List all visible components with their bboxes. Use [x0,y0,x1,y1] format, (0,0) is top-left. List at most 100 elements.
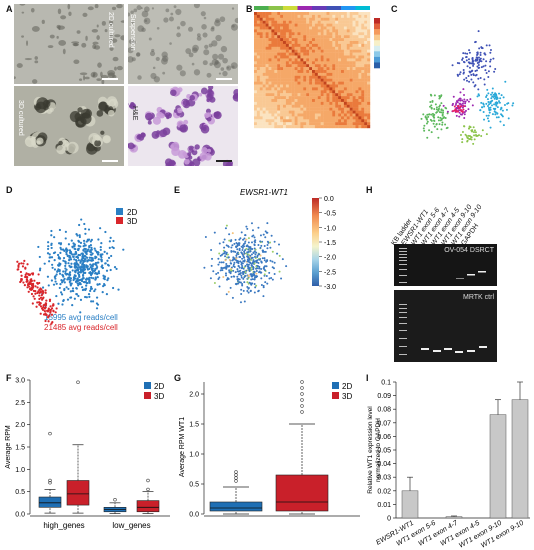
cell-point [472,73,475,76]
box [275,474,329,512]
heatmap-cell [285,14,289,18]
cell-point-2d [75,266,78,269]
heatmap-cell [317,29,321,33]
heatmap-cell [323,35,327,39]
cell-point-2d [46,252,50,255]
he-stain-blob [213,111,222,120]
y-tick-label: 0.5 [189,482,199,489]
cell-point [246,255,249,258]
heatmap-cell [358,32,362,36]
heatmap-cell [367,17,371,21]
heatmap-cell [367,64,371,68]
spheroid-blob [98,101,108,111]
heatmap-cell [300,26,304,30]
heatmap-cell [364,84,368,88]
heatmap-cell [268,122,272,126]
cell-point-2d [73,274,76,277]
cell-point [472,142,475,145]
heatmap-cell [294,26,298,30]
legend-swatch [144,392,151,399]
heatmap-cell [277,87,281,91]
heatmap-cell [297,67,301,71]
heatmap-cell [274,64,278,68]
heatmap-cell [323,96,327,100]
heatmap-cell [309,70,313,74]
heatmap-cell [291,46,295,50]
heatmap-cell [283,101,287,105]
heatmap-cell [346,93,350,97]
heatmap-cell [361,119,365,123]
cell-point [236,270,239,273]
heatmap-cell [300,64,304,68]
heatmap-cell [343,81,347,85]
heatmap-cell [349,104,353,108]
cell-blob [79,72,88,76]
he-stain-blob [128,102,129,106]
heatmap-cell [262,84,266,88]
cell-point-2d [113,266,117,269]
heatmap-cell [283,52,287,56]
cell-point [461,141,464,144]
heatmap-cell [312,81,316,85]
heatmap-cell [283,35,287,39]
heatmap-cell [280,116,284,120]
heatmap-cell [338,29,342,33]
heatmap-cell [355,78,359,82]
cell-point-2d [85,251,88,254]
cell-point [468,66,471,69]
cell-point [223,250,226,253]
cell-point-2d [104,230,107,234]
cell-point-2d [82,263,85,267]
heatmap-cell [256,101,260,105]
cell-point [238,266,241,269]
cell-point [271,266,274,269]
heatmap-cell [268,96,272,100]
cell-point [221,267,224,270]
cell-point [248,261,251,264]
heatmap-cell [326,119,330,123]
heatmap-cell [323,87,327,91]
heatmap-cell [358,113,362,117]
colorbar-tick-label: -2.0 [324,255,336,262]
heatmap-cell [317,104,321,108]
heatmap-cell [343,116,347,120]
heatmap-cell [346,90,350,94]
heatmap-cell [294,55,298,59]
cell-point-2d [84,227,87,231]
heatmap-cell [355,12,359,16]
cell-blob [196,36,202,41]
cell-point-2d [67,243,71,246]
cell-point-2d [51,266,54,269]
heatmap-cell [303,70,307,74]
heatmap-cell [297,29,301,33]
heatmap-cell [352,32,356,36]
heatmap-cell [349,107,353,111]
heatmap-cell [317,78,321,82]
he-stain-blob [151,131,160,139]
heatmap-cell [288,46,292,50]
heatmap-cell [329,49,333,53]
heatmap-cell [355,49,359,53]
heatmap-cell [309,125,313,129]
heatmap-cell [285,90,289,94]
heatmap-cell [294,78,298,82]
heatmap-cell [361,12,365,16]
cell-point [249,273,252,276]
cell-point-2d [62,299,65,302]
heatmap-cell [343,84,347,88]
heatmap-cell [262,75,266,79]
heatmap-cell [306,41,310,45]
heatmap-cell [358,81,362,85]
heatmap-cell [283,110,287,114]
cell-point [242,277,245,280]
heatmap-cell [364,29,368,33]
cell-point [425,118,428,121]
cell-point [243,256,246,259]
heatmap-cell [341,49,345,53]
heatmap-cell [349,78,353,82]
heatmap-cell [343,55,347,59]
cell-point [471,58,474,61]
heatmap-cell [303,72,307,76]
heatmap-cell [367,81,371,85]
legend-swatch [332,392,339,399]
